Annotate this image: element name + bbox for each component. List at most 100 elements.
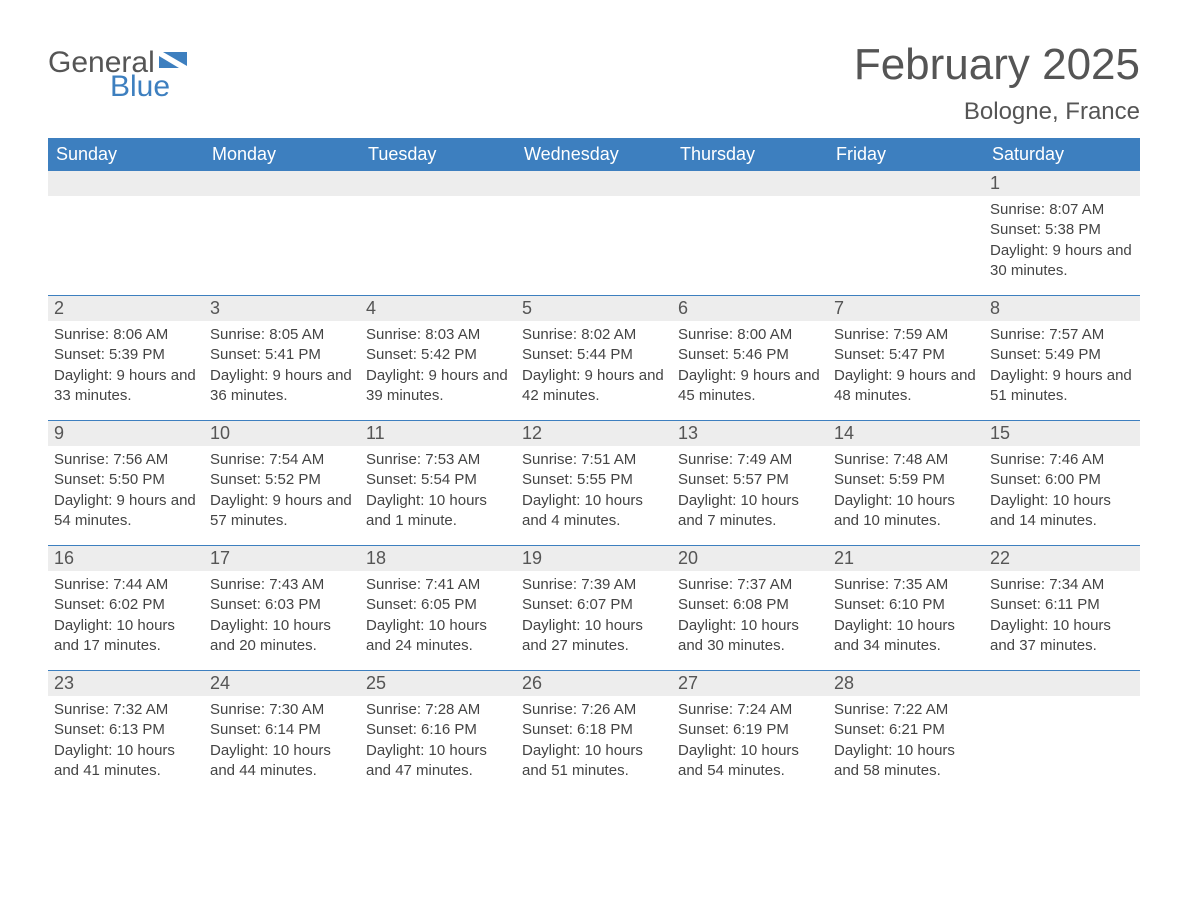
sunrise-text: Sunrise: 7:51 AM xyxy=(522,450,666,470)
sunrise-text: Sunrise: 8:05 AM xyxy=(210,325,354,345)
calendar: SundayMondayTuesdayWednesdayThursdayFrid… xyxy=(48,138,1140,781)
day-content: Sunrise: 7:32 AMSunset: 6:13 PMDaylight:… xyxy=(48,696,204,781)
day-content: Sunrise: 7:46 AMSunset: 6:00 PMDaylight:… xyxy=(984,446,1140,531)
sunset-text: Sunset: 6:18 PM xyxy=(522,720,666,740)
daylight-text: Daylight: 10 hours and 10 minutes. xyxy=(834,491,978,532)
day-content: Sunrise: 8:06 AMSunset: 5:39 PMDaylight:… xyxy=(48,321,204,406)
day-number: 26 xyxy=(516,671,672,696)
day-content xyxy=(828,196,984,281)
day-number: 11 xyxy=(360,421,516,446)
logo: General Blue xyxy=(48,40,189,102)
sunrise-text: Sunrise: 7:44 AM xyxy=(54,575,198,595)
day-content: Sunrise: 8:02 AMSunset: 5:44 PMDaylight:… xyxy=(516,321,672,406)
sunset-text: Sunset: 5:41 PM xyxy=(210,345,354,365)
daylight-text: Daylight: 10 hours and 41 minutes. xyxy=(54,741,198,782)
sunrise-text: Sunrise: 7:56 AM xyxy=(54,450,198,470)
day-content xyxy=(984,696,1140,781)
sunrise-text: Sunrise: 7:53 AM xyxy=(366,450,510,470)
weekday-header-row: SundayMondayTuesdayWednesdayThursdayFrid… xyxy=(48,138,1140,171)
sunset-text: Sunset: 5:55 PM xyxy=(522,470,666,490)
logo-flag-icon xyxy=(159,52,189,72)
weekday-header: Friday xyxy=(828,138,984,171)
sunset-text: Sunset: 6:03 PM xyxy=(210,595,354,615)
week-row: 1Sunrise: 8:07 AMSunset: 5:38 PMDaylight… xyxy=(48,171,1140,281)
sunrise-text: Sunrise: 7:37 AM xyxy=(678,575,822,595)
sunset-text: Sunset: 6:00 PM xyxy=(990,470,1134,490)
day-number xyxy=(48,171,204,196)
day-number: 14 xyxy=(828,421,984,446)
day-number: 27 xyxy=(672,671,828,696)
day-content: Sunrise: 8:05 AMSunset: 5:41 PMDaylight:… xyxy=(204,321,360,406)
sunset-text: Sunset: 6:16 PM xyxy=(366,720,510,740)
sunrise-text: Sunrise: 7:39 AM xyxy=(522,575,666,595)
day-content: Sunrise: 7:44 AMSunset: 6:02 PMDaylight:… xyxy=(48,571,204,656)
day-content: Sunrise: 7:56 AMSunset: 5:50 PMDaylight:… xyxy=(48,446,204,531)
weekday-header: Thursday xyxy=(672,138,828,171)
sunset-text: Sunset: 5:52 PM xyxy=(210,470,354,490)
header: General Blue February 2025 Bologne, Fran… xyxy=(48,40,1140,126)
day-content: Sunrise: 7:57 AMSunset: 5:49 PMDaylight:… xyxy=(984,321,1140,406)
sunrise-text: Sunrise: 7:54 AM xyxy=(210,450,354,470)
sunrise-text: Sunrise: 7:26 AM xyxy=(522,700,666,720)
sunset-text: Sunset: 6:11 PM xyxy=(990,595,1134,615)
daylight-text: Daylight: 9 hours and 48 minutes. xyxy=(834,366,978,407)
sunset-text: Sunset: 6:08 PM xyxy=(678,595,822,615)
day-number xyxy=(984,671,1140,696)
day-content: Sunrise: 7:54 AMSunset: 5:52 PMDaylight:… xyxy=(204,446,360,531)
day-number xyxy=(672,171,828,196)
sunrise-text: Sunrise: 8:00 AM xyxy=(678,325,822,345)
daylight-text: Daylight: 10 hours and 24 minutes. xyxy=(366,616,510,657)
day-number: 19 xyxy=(516,546,672,571)
sunrise-text: Sunrise: 7:28 AM xyxy=(366,700,510,720)
day-number: 13 xyxy=(672,421,828,446)
day-content: Sunrise: 7:37 AMSunset: 6:08 PMDaylight:… xyxy=(672,571,828,656)
sunrise-text: Sunrise: 7:59 AM xyxy=(834,325,978,345)
daylight-text: Daylight: 10 hours and 7 minutes. xyxy=(678,491,822,532)
day-content xyxy=(360,196,516,281)
weekday-header: Wednesday xyxy=(516,138,672,171)
daylight-text: Daylight: 10 hours and 14 minutes. xyxy=(990,491,1134,532)
day-content: Sunrise: 8:03 AMSunset: 5:42 PMDaylight:… xyxy=(360,321,516,406)
day-number xyxy=(360,171,516,196)
sunrise-text: Sunrise: 7:32 AM xyxy=(54,700,198,720)
day-content: Sunrise: 7:43 AMSunset: 6:03 PMDaylight:… xyxy=(204,571,360,656)
day-number: 21 xyxy=(828,546,984,571)
daylight-text: Daylight: 10 hours and 34 minutes. xyxy=(834,616,978,657)
day-number: 23 xyxy=(48,671,204,696)
sunset-text: Sunset: 5:54 PM xyxy=(366,470,510,490)
day-content xyxy=(204,196,360,281)
daylight-text: Daylight: 10 hours and 27 minutes. xyxy=(522,616,666,657)
day-content: Sunrise: 7:51 AMSunset: 5:55 PMDaylight:… xyxy=(516,446,672,531)
sunrise-text: Sunrise: 7:24 AM xyxy=(678,700,822,720)
sunset-text: Sunset: 5:46 PM xyxy=(678,345,822,365)
day-number: 2 xyxy=(48,296,204,321)
day-number: 17 xyxy=(204,546,360,571)
weekday-header: Saturday xyxy=(984,138,1140,171)
sunset-text: Sunset: 5:57 PM xyxy=(678,470,822,490)
day-number: 8 xyxy=(984,296,1140,321)
sunrise-text: Sunrise: 7:43 AM xyxy=(210,575,354,595)
sunrise-text: Sunrise: 7:22 AM xyxy=(834,700,978,720)
sunset-text: Sunset: 6:19 PM xyxy=(678,720,822,740)
week-row: 9101112131415Sunrise: 7:56 AMSunset: 5:5… xyxy=(48,420,1140,531)
sunset-text: Sunset: 5:47 PM xyxy=(834,345,978,365)
day-number: 28 xyxy=(828,671,984,696)
daylight-text: Daylight: 10 hours and 37 minutes. xyxy=(990,616,1134,657)
day-content: Sunrise: 7:34 AMSunset: 6:11 PMDaylight:… xyxy=(984,571,1140,656)
sunset-text: Sunset: 5:39 PM xyxy=(54,345,198,365)
sunset-text: Sunset: 6:21 PM xyxy=(834,720,978,740)
sunrise-text: Sunrise: 7:49 AM xyxy=(678,450,822,470)
sunset-text: Sunset: 6:13 PM xyxy=(54,720,198,740)
sunset-text: Sunset: 5:50 PM xyxy=(54,470,198,490)
sunset-text: Sunset: 5:49 PM xyxy=(990,345,1134,365)
day-number: 22 xyxy=(984,546,1140,571)
daylight-text: Daylight: 10 hours and 4 minutes. xyxy=(522,491,666,532)
weekday-header: Sunday xyxy=(48,138,204,171)
sunset-text: Sunset: 5:59 PM xyxy=(834,470,978,490)
day-number: 16 xyxy=(48,546,204,571)
sunrise-text: Sunrise: 8:02 AM xyxy=(522,325,666,345)
month-title: February 2025 xyxy=(854,40,1140,90)
sunrise-text: Sunrise: 7:30 AM xyxy=(210,700,354,720)
day-number: 12 xyxy=(516,421,672,446)
sunset-text: Sunset: 6:07 PM xyxy=(522,595,666,615)
